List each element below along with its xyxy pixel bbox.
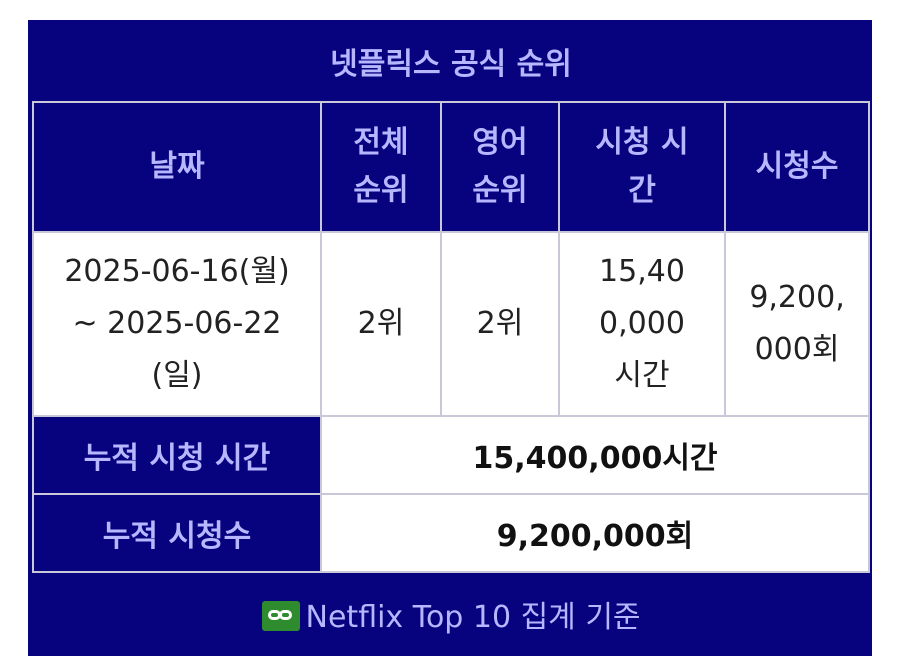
cumulative-views-label: 누적 시청수 bbox=[32, 494, 321, 573]
header-view-hours: 시청 시간 bbox=[558, 102, 726, 233]
cell-overall-rank: 2위 bbox=[320, 231, 442, 417]
data-row: 2025-06-16(월) ~ 2025-06-22 (일) 2위 2위 15,… bbox=[32, 231, 871, 417]
source-footer: Netflix Top 10 집계 기준 bbox=[33, 572, 869, 654]
cumulative-hours-label: 누적 시청 시간 bbox=[32, 416, 321, 495]
cell-views: 9,200,000회 bbox=[723, 231, 871, 417]
summary-row-views: 누적 시청수 9,200,000회 bbox=[32, 493, 871, 573]
cell-english-rank: 2위 bbox=[440, 231, 560, 417]
ranking-table: 넷플릭스 공식 순위 날짜 전체 순위 영어 순위 시청 시간 시청수 2025… bbox=[32, 20, 871, 654]
header-row: 날짜 전체 순위 영어 순위 시청 시간 시청수 bbox=[32, 102, 871, 233]
header-english-rank: 영어 순위 bbox=[440, 102, 560, 233]
netflix-ranking-table: 넷플릭스 공식 순위 날짜 전체 순위 영어 순위 시청 시간 시청수 2025… bbox=[28, 20, 872, 656]
footer-row: Netflix Top 10 집계 기준 bbox=[33, 572, 869, 654]
title-row: 넷플릭스 공식 순위 bbox=[33, 20, 870, 103]
header-date: 날짜 bbox=[32, 102, 322, 233]
source-link[interactable]: Netflix Top 10 집계 기준 bbox=[305, 599, 641, 635]
summary-row-hours: 누적 시청 시간 15,400,000시간 bbox=[32, 415, 871, 495]
header-views: 시청수 bbox=[723, 102, 871, 233]
link-icon bbox=[261, 600, 300, 631]
cell-view-hours: 15,400,000시간 bbox=[558, 231, 726, 417]
cell-date: 2025-06-16(월) ~ 2025-06-22 (일) bbox=[32, 231, 322, 417]
table-title: 넷플릭스 공식 순위 bbox=[33, 20, 870, 103]
cumulative-views-value: 9,200,000회 bbox=[319, 493, 871, 573]
header-overall-rank: 전체 순위 bbox=[320, 102, 442, 233]
cumulative-hours-value: 15,400,000시간 bbox=[319, 415, 871, 495]
